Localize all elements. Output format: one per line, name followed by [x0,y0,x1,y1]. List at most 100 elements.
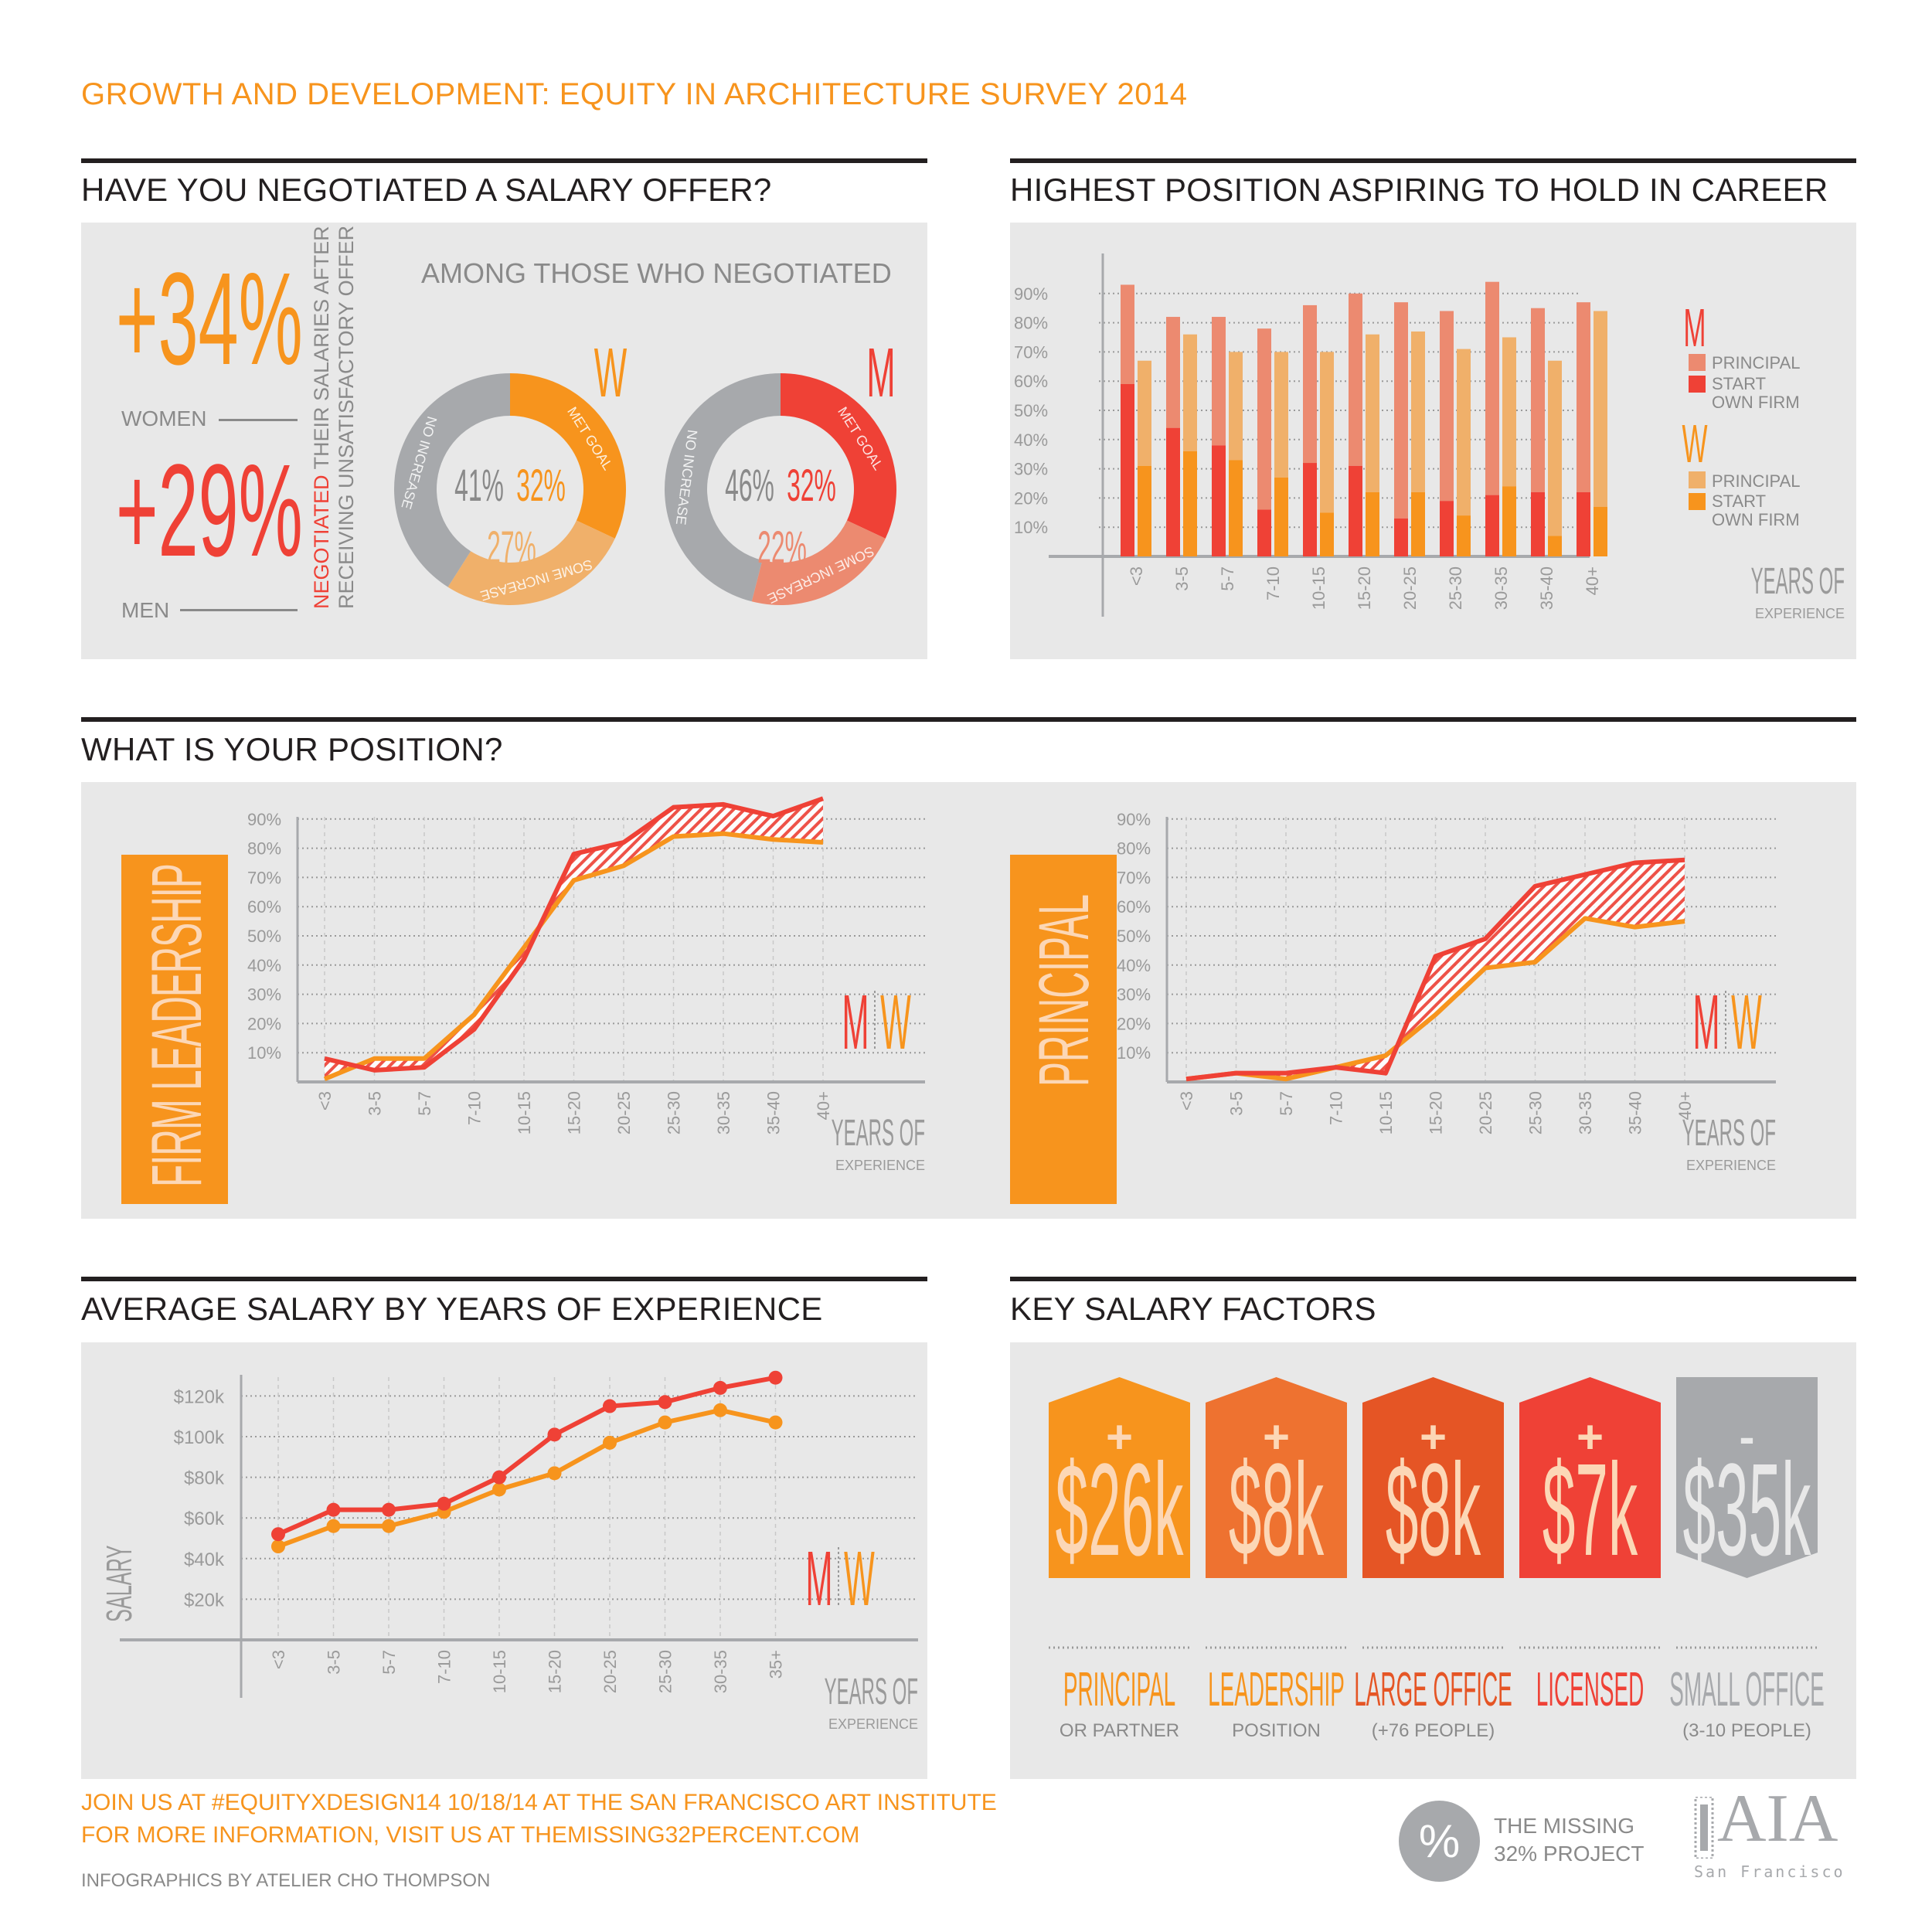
point-m [437,1496,451,1511]
y-tick-label: 10% [1117,1043,1151,1063]
legend-label: START [1712,374,1766,393]
y-tick-label: 30% [1117,985,1151,1005]
x-tick-label: 3-5 [1172,566,1192,591]
men-rule [180,609,298,611]
factor-sign: - [1740,1411,1755,1463]
factor-tag-0 [1049,1377,1190,1578]
x-axis-title: YEARS OF [825,1672,918,1713]
x-tick-label: 10-15 [490,1650,509,1693]
factor-title: LEADERSHIP [1208,1663,1345,1717]
women-rule [219,419,298,421]
y-tick-label: 50% [1014,401,1048,420]
y-tick-label: 90% [1117,810,1151,829]
line-m [1185,857,1685,1082]
x-tick-label: 20-25 [1476,1091,1495,1134]
bar-m-start-own-firm [1166,427,1180,556]
bar-w-principal [1548,360,1562,536]
y-tick-label: 40% [1117,956,1151,975]
aia-logo-sub: San Francisco [1694,1862,1845,1881]
section-rule [81,717,1856,722]
negotiation-panel: +34% WOMEN +29% MEN NEGOTIATED THEIR SAL… [81,223,927,659]
section-rule [81,1277,927,1281]
factor-title: LARGE OFFICE [1354,1663,1512,1717]
x-axis-title: YEARS OF [1751,561,1845,602]
footer-info-link[interactable]: FOR MORE INFORMATION, VISIT US AT THEMIS… [81,1822,860,1848]
line-w [1185,916,1685,1082]
factor-amount: $8k [1386,1437,1481,1583]
factor-tag-1 [1206,1377,1347,1578]
page-title: GROWTH AND DEVELOPMENT: EQUITY IN ARCHIT… [81,77,1188,111]
bar-m-principal [1257,328,1271,510]
y-tick-label: 20% [247,1014,281,1033]
line-m [277,1375,777,1536]
x-tick-label: 15-20 [1427,1091,1446,1134]
x-tick-label: <3 [1127,566,1146,586]
bar-w-principal [1502,337,1516,487]
legend-swatch-m-start [1689,376,1706,393]
factor-tag-2 [1362,1377,1504,1578]
bar-m-start-own-firm [1531,492,1545,556]
bar-w-start-own-firm [1594,506,1607,556]
aspiration-bar-chart: 10% 20% 30% 40% 50% 60% 70% 80% 90% <3 3-5 5-7 7-10 1… [1014,253,1845,621]
footer-event-line: JOIN US AT #EQUITYXDESIGN14 10/18/14 AT … [81,1790,997,1815]
x-tick-label: 3-5 [325,1650,344,1675]
x-tick-label: 25-30 [1446,566,1465,610]
point-m [658,1395,672,1410]
x-tick-label: 40+ [814,1091,833,1120]
firm-leadership-label-box: FIRM LEADERSHIP [121,855,228,1204]
x-tick-label: <3 [1177,1091,1196,1111]
x-tick-label: 5-7 [379,1650,399,1675]
x-tick-label: 20-25 [600,1650,620,1693]
logo1-line1: THE MISSING [1494,1814,1635,1838]
y-tick-label: 40% [1014,430,1048,450]
legend-w: W [880,980,911,1066]
bar-m-principal [1394,302,1408,519]
women-label: WOMEN [121,406,207,430]
x-tick-label: 5-7 [415,1091,434,1116]
x-tick-label: 35-40 [1626,1091,1645,1134]
factor-subtitle: OR PARTNER [1060,1720,1179,1741]
x-tick-label: 7-10 [1327,1091,1346,1125]
bar-w-principal [1366,334,1379,492]
x-tick-label: 15-20 [1355,566,1374,610]
bar-w-principal [1457,349,1471,516]
donut-slice-w-some-increase [447,520,615,605]
bar-w-principal [1320,352,1334,513]
legend-m-title: M [1683,298,1706,358]
x-tick-label: 40+ [1583,566,1602,595]
y-tick-label: $80k [184,1468,225,1489]
x-tick-label: 7-10 [1264,566,1283,600]
point-m [547,1427,562,1442]
bar-w-start-own-firm [1320,512,1334,556]
y-axis-title: SALARY [99,1546,139,1622]
factor-subtitle: (+76 PEOPLE) [1372,1720,1495,1741]
point-m [382,1502,396,1517]
bar-m-start-own-firm [1440,501,1454,556]
missing32-logo-icon: % [1399,1801,1480,1882]
section-title-salary: AVERAGE SALARY BY YEARS OF EXPERIENCE [81,1291,823,1327]
bar-m-start-own-firm [1257,509,1271,556]
factor-tag-4 [1676,1377,1818,1578]
bar-m-start-own-firm [1303,463,1317,556]
donut-slice-m-some-increase [751,520,886,605]
factor-title: PRINCIPAL [1063,1663,1175,1717]
donut-slice-w-no-increase [393,373,510,587]
bar-m-start-own-firm [1349,465,1362,556]
bar-m-start-own-firm [1121,383,1134,556]
bar-w-start-own-firm [1411,492,1425,556]
point-w [713,1403,727,1417]
y-tick-label: 10% [247,1043,281,1063]
section-rule [81,158,927,163]
factor-amount: $26k [1056,1437,1184,1583]
factor-amount: $35k [1683,1437,1811,1583]
point-w [768,1415,783,1430]
factor-title: LICENSED [1536,1663,1645,1717]
factor-title: SMALL OFFICE [1669,1663,1824,1717]
aia-eagle-icon [1692,1795,1716,1860]
line-w [277,1407,777,1549]
y-tick-label: 80% [1117,839,1151,859]
factor-subtitle: POSITION [1232,1720,1321,1741]
x-tick-label: 30-35 [714,1091,733,1134]
bar-m-principal [1485,281,1499,495]
x-axis-subtitle: EXPERIENCE [1686,1158,1776,1173]
